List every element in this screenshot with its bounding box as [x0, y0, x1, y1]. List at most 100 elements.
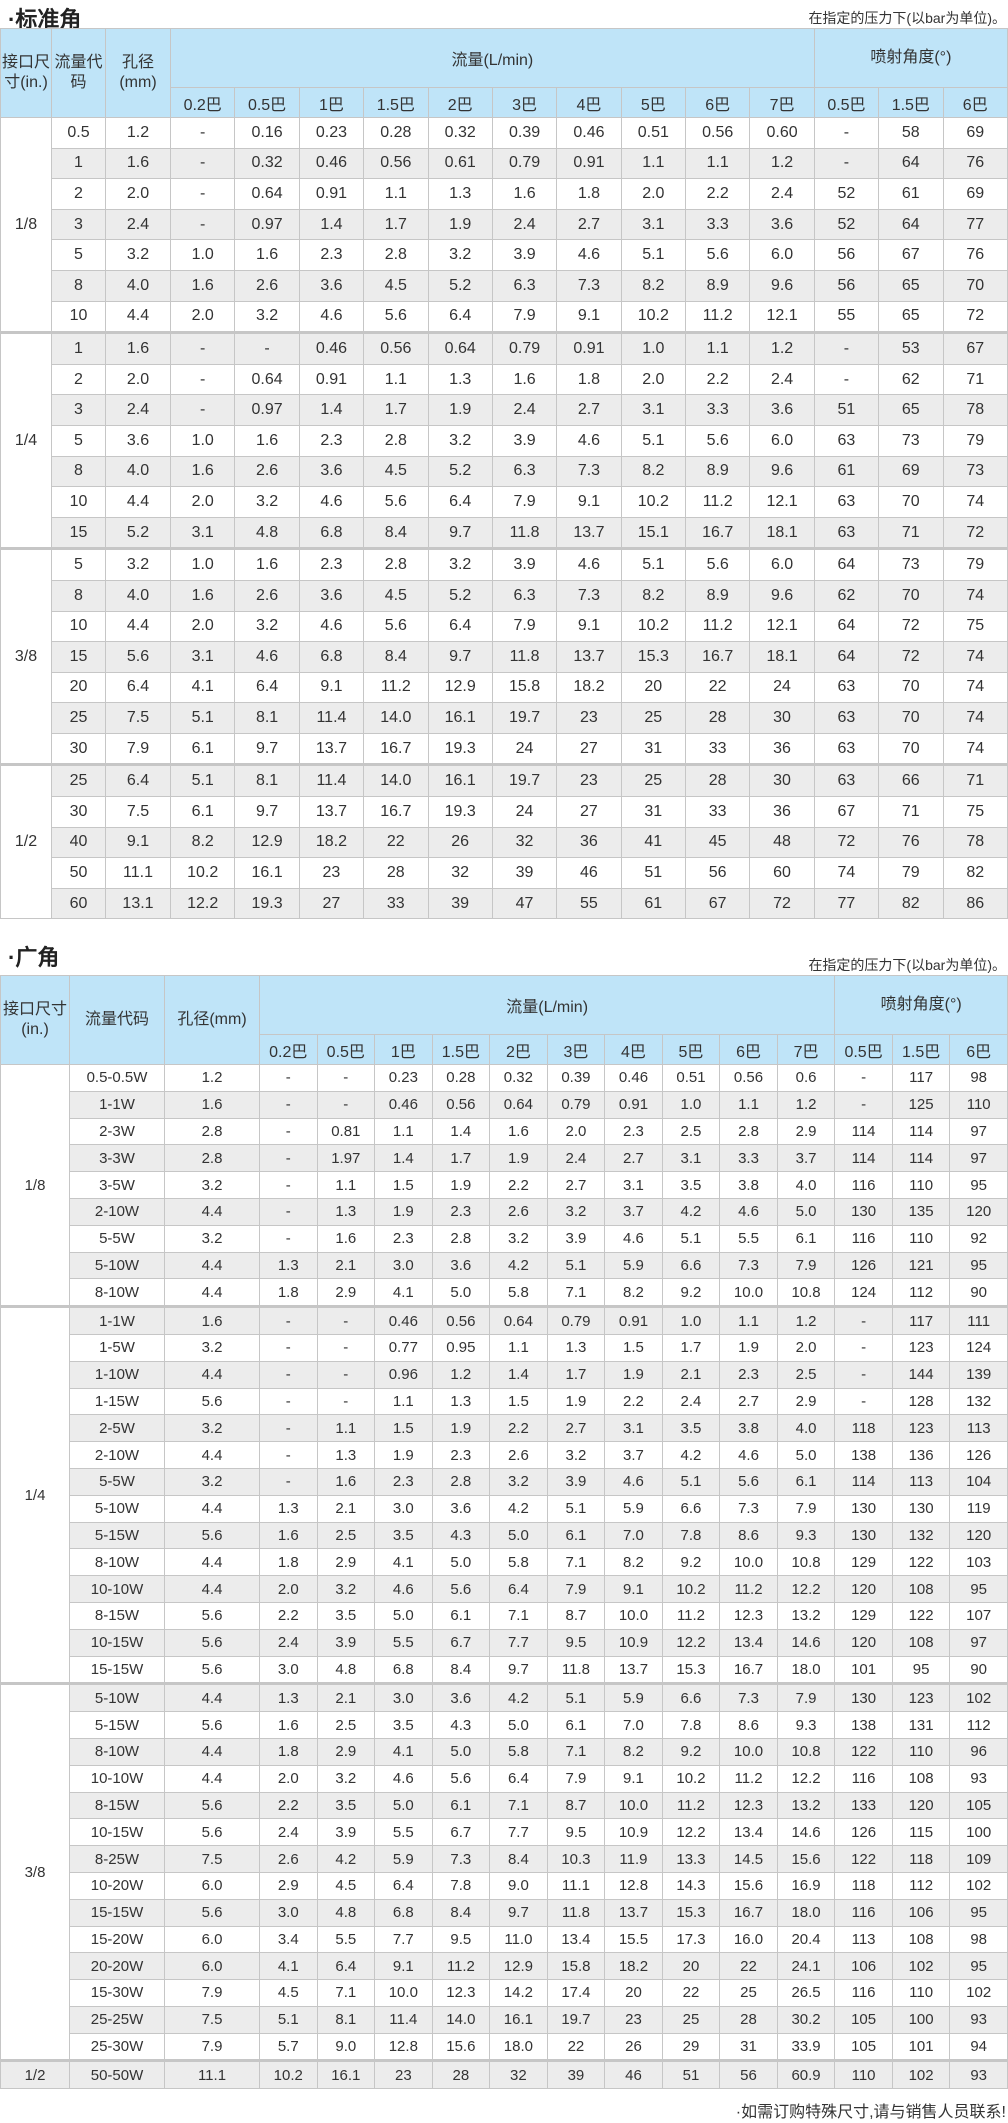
bore-cell: 11.1	[164, 2059, 260, 2090]
angle-cell: 98	[949, 1064, 1008, 1092]
flow-cell: 9.1	[556, 486, 622, 518]
flow-cell: 7.8	[661, 1711, 721, 1739]
flow-cell: 5.0	[489, 1711, 548, 1739]
flow-cell: 4.5	[259, 1979, 318, 2007]
code-cell: 5-15W	[69, 1711, 165, 1739]
flow-cell: 1.2	[776, 1090, 836, 1119]
flow-cell: -	[259, 1224, 318, 1253]
header-pressure-row: 0.2巴 0.5巴 1巴 1.5巴 2巴 3巴 4巴 5巴 6巴 7巴 0.5巴 1.5巴 6巴	[1, 87, 1008, 118]
flow-cell: -	[259, 1171, 318, 1199]
table-row: 2-10W 4.4-1.3 1.9 2.3 2.6 3.2 3.7 4.2 4.6 5.0 138 1…	[1, 1441, 1008, 1469]
flow-cell: -	[259, 1197, 318, 1226]
code-cell: 1-1W	[69, 1090, 165, 1119]
flow-cell: 5.1	[546, 1251, 606, 1280]
flow-cell: 4.6	[556, 424, 622, 457]
angle-cell: 108	[891, 1925, 951, 1954]
flow-cell: 9.7	[489, 1655, 548, 1685]
code-cell: 5-5W	[69, 1467, 165, 1496]
angle-cell: 114	[834, 1467, 893, 1496]
angle-cell: 102	[891, 1952, 951, 1981]
flow-cell: 16.1	[234, 857, 300, 889]
code-cell: 10-15W	[69, 1628, 165, 1657]
bore-cell: 4.4	[105, 300, 171, 334]
flow-cell: 5.0	[489, 1521, 548, 1550]
flow-cell: 3.3	[684, 394, 751, 426]
flow-cell: 1.3	[259, 1251, 318, 1280]
code-cell: 15	[51, 516, 106, 550]
flow-cell: 0.16	[234, 117, 300, 149]
angle-cell: 102	[891, 2059, 951, 2090]
angle-cell: 64	[813, 547, 880, 581]
bore-cell: 6.4	[105, 763, 171, 798]
table-row: 1 1.6-0.32 0.46 0.56 0.61 0.79 0.91 1.1 1.1 1.2-6…	[1, 147, 1008, 180]
bore-cell: 2.4	[105, 208, 171, 241]
angle-cell: 90	[949, 1278, 1008, 1308]
flow-cell: 0.91	[556, 331, 622, 365]
flow-cell: 1.4	[489, 1360, 548, 1389]
angle-cell: 114	[891, 1144, 951, 1173]
flow-cell: 1.6	[259, 1521, 318, 1550]
flow-cell: 6.1	[431, 1791, 491, 1820]
code-cell: 40	[51, 826, 106, 859]
header-flow: 流量(L/min)	[170, 28, 815, 88]
flow-cell: 11.2	[661, 1791, 721, 1820]
flow-cell: 2.3	[374, 1224, 433, 1253]
angle-cell: 116	[834, 1171, 893, 1199]
flow-cell: 3.3	[684, 208, 751, 241]
angle-cell: 120	[891, 1791, 951, 1820]
flow-cell: 5.1	[620, 424, 687, 457]
flow-cell: 30.2	[776, 2005, 836, 2034]
bore-cell: 4.4	[164, 1494, 260, 1523]
bore-cell: 4.0	[105, 269, 171, 302]
bore-cell: 13.1	[105, 887, 171, 920]
flow-cell: 2.0	[169, 486, 236, 518]
flow-cell: 12.8	[374, 2032, 433, 2062]
flow-cell: 6.3	[491, 455, 558, 488]
flow-cell: 8.2	[620, 269, 687, 302]
angle-cell: 110	[949, 1090, 1008, 1119]
flow-cell: 3.7	[604, 1197, 663, 1226]
code-cell: 30	[51, 732, 106, 766]
flow-cell: 6.1	[776, 1467, 836, 1496]
flow-cell: 4.6	[604, 1224, 663, 1253]
flow-cell: 5.9	[604, 1682, 663, 1713]
table-row: 8 4.0 1.6 2.6 3.6 4.5 5.2 6.3 7.3 8.2 8.9 9.6 62 70 74	[1, 579, 1008, 612]
size-cell: 1/8	[0, 1063, 70, 1308]
flow-cell: 1.3	[427, 178, 493, 210]
flow-cell: 9.1	[604, 1575, 663, 1603]
angle-cell: 92	[949, 1224, 1008, 1253]
flow-cell: 0.61	[427, 147, 493, 180]
flow-cell: 10.2	[620, 486, 687, 518]
bore-cell: 7.5	[164, 1845, 260, 1873]
header-flow-pressure: 1巴	[374, 1034, 433, 1065]
flow-cell: 7.3	[719, 1251, 778, 1280]
flow-cell: 3.7	[776, 1144, 836, 1173]
flow-cell: 2.2	[684, 178, 751, 210]
flow-cell: 24	[491, 732, 558, 766]
bore-cell: 5.6	[164, 1628, 260, 1657]
bore-cell: 6.0	[164, 1952, 260, 1981]
flow-cell: 8.1	[234, 763, 300, 798]
flow-cell: 11.8	[491, 641, 558, 673]
bore-cell: 4.0	[105, 455, 171, 488]
flow-cell: 1.0	[661, 1305, 721, 1335]
flow-cell: 3.1	[604, 1414, 663, 1443]
flow-cell: 5.0	[431, 1737, 491, 1766]
angle-cell: 100	[891, 2005, 951, 2034]
header-flow-pressure: 2巴	[489, 1034, 548, 1065]
angle-cell: 97	[949, 1144, 1008, 1173]
angle-cell: 110	[891, 1171, 951, 1199]
flow-cell: 7.7	[489, 1628, 548, 1657]
header-flow: 流量(L/min)	[258, 975, 836, 1035]
flow-cell: 3.9	[491, 547, 558, 581]
flow-cell: 22	[546, 2032, 606, 2062]
angle-cell: 126	[834, 1251, 893, 1280]
flow-cell: 13.7	[604, 1898, 663, 1927]
flow-cell: 9.3	[776, 1521, 836, 1550]
flow-cell: 19.3	[427, 732, 493, 766]
code-cell: 0.5	[51, 117, 106, 149]
flow-cell: 4.1	[374, 1737, 433, 1766]
flow-cell: 2.6	[259, 1845, 318, 1873]
flow-cell: 1.9	[374, 1441, 433, 1469]
flow-cell: 1.0	[620, 331, 687, 365]
